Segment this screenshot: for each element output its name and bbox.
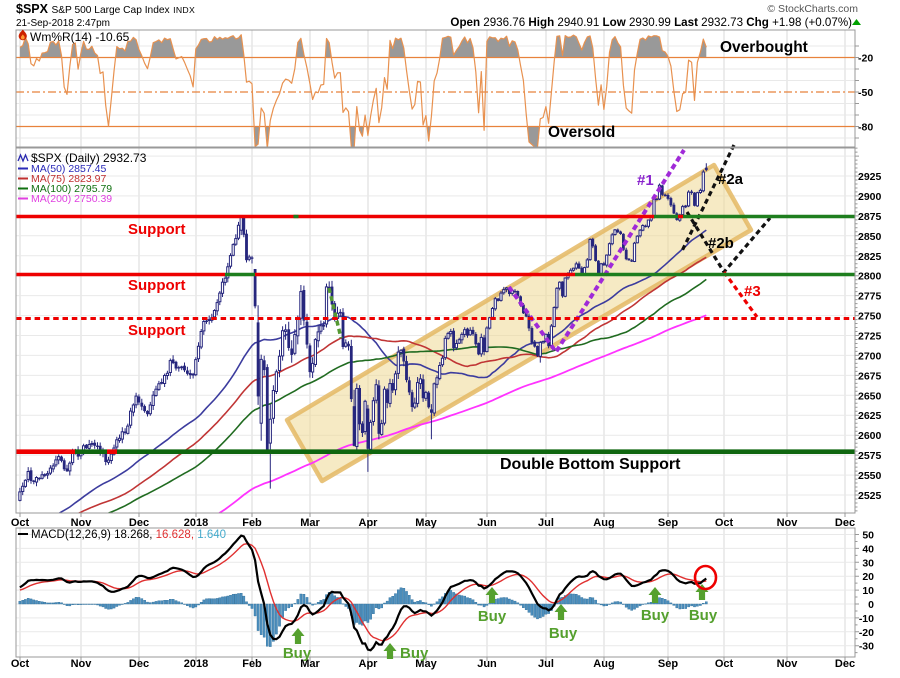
svg-text:Buy: Buy [641,607,670,624]
svg-text:2650: 2650 [858,390,882,402]
svg-text:MA(100) 2795.79: MA(100) 2795.79 [31,183,112,195]
svg-text:-80: -80 [858,122,873,134]
svg-text:Sep: Sep [658,658,678,670]
svg-text:#2a: #2a [718,171,744,188]
svg-text:2550: 2550 [858,470,882,482]
svg-text:Apr: Apr [359,517,379,529]
svg-text:Double Bottom Support: Double Bottom Support [500,456,681,473]
svg-text:2600: 2600 [858,430,882,442]
svg-text:#3: #3 [744,283,761,300]
svg-text:Nov: Nov [777,517,799,529]
svg-text:2525: 2525 [858,490,882,502]
svg-text:-20: -20 [858,53,873,65]
svg-text:0: 0 [868,599,874,611]
svg-text:Dec: Dec [835,517,855,529]
svg-text:Nov: Nov [71,658,93,670]
svg-text:2750: 2750 [858,311,882,323]
svg-text:$SPX (Daily) 2932.73: $SPX (Daily) 2932.73 [31,151,147,165]
svg-text:2825: 2825 [858,251,882,263]
svg-text:10: 10 [862,585,874,597]
svg-text:-30: -30 [859,641,874,653]
svg-text:2675: 2675 [858,370,882,382]
svg-text:2575: 2575 [858,450,882,462]
svg-text:$SPX S&P 500 Large Cap Index I: $SPX S&P 500 Large Cap Index INDX [16,2,195,16]
svg-text:2018: 2018 [184,517,208,529]
svg-text:Oct: Oct [11,658,30,670]
svg-text:-10: -10 [859,613,874,625]
svg-text:© StockCharts.com: © StockCharts.com [767,3,858,15]
svg-text:Sep: Sep [658,517,678,529]
svg-text:MA(50) 2857.45: MA(50) 2857.45 [31,163,106,175]
svg-text:2875: 2875 [858,211,882,223]
svg-text:Buy: Buy [478,608,507,625]
svg-text:MA(200) 2750.39: MA(200) 2750.39 [31,193,112,205]
svg-text:Support: Support [128,221,186,238]
svg-text:Overbought: Overbought [720,39,808,56]
svg-text:50: 50 [862,530,874,542]
svg-text:Aug: Aug [593,658,614,670]
svg-text:Feb: Feb [242,658,262,670]
svg-text:30: 30 [862,557,874,569]
svg-text:Buy: Buy [283,645,312,662]
svg-text:Jul: Jul [538,658,554,670]
svg-text:Mar: Mar [300,517,320,529]
svg-text:Oct: Oct [715,658,734,670]
svg-text:2775: 2775 [858,291,882,303]
svg-text:Aug: Aug [593,517,614,529]
svg-text:Nov: Nov [777,658,799,670]
svg-text:Buy: Buy [689,607,718,624]
svg-text:Buy: Buy [549,625,578,642]
svg-text:-50: -50 [858,87,873,99]
svg-text:Mar: Mar [300,658,320,670]
svg-text:Dec: Dec [129,658,149,670]
svg-text:Support: Support [128,322,186,339]
svg-text:Jun: Jun [477,517,497,529]
svg-text:Oct: Oct [11,517,30,529]
svg-text:-20: -20 [859,627,874,639]
svg-text:#1: #1 [637,172,654,189]
svg-text:Wm%R(14) -10.65: Wm%R(14) -10.65 [30,30,130,44]
svg-text:Dec: Dec [835,658,855,670]
svg-text:2725: 2725 [858,331,882,343]
svg-text:Support: Support [128,277,186,294]
svg-text:Feb: Feb [242,517,262,529]
svg-text:Jul: Jul [538,517,554,529]
svg-text:40: 40 [862,543,874,555]
svg-text:2925: 2925 [858,171,882,183]
svg-text:2018: 2018 [184,658,208,670]
svg-text:20: 20 [862,571,874,583]
svg-text:May: May [415,658,437,670]
svg-text:2625: 2625 [858,410,882,422]
svg-text:MA(75) 2823.97: MA(75) 2823.97 [31,173,106,185]
svg-text:Nov: Nov [71,517,93,529]
svg-text:21-Sep-2018 2:47pm: 21-Sep-2018 2:47pm [16,18,110,29]
svg-text:Buy: Buy [400,645,429,662]
svg-text:Jun: Jun [477,658,497,670]
svg-text:Apr: Apr [359,658,379,670]
svg-text:MACD(12,26,9) 18.268, 16.628,: MACD(12,26,9) 18.268, 16.628, 1.640 [31,529,226,541]
svg-text:#2b: #2b [708,235,734,252]
svg-text:2850: 2850 [858,231,882,243]
svg-text:Dec: Dec [129,517,149,529]
svg-text:May: May [415,517,437,529]
svg-text:Open 2936.76 High 2940.91 Low: Open 2936.76 High 2940.91 Low 2930.99 La… [450,16,852,29]
svg-text:2900: 2900 [858,191,882,203]
svg-text:Oversold: Oversold [548,124,615,141]
svg-text:2800: 2800 [858,271,882,283]
svg-text:2700: 2700 [858,350,882,362]
svg-text:Oct: Oct [715,517,734,529]
